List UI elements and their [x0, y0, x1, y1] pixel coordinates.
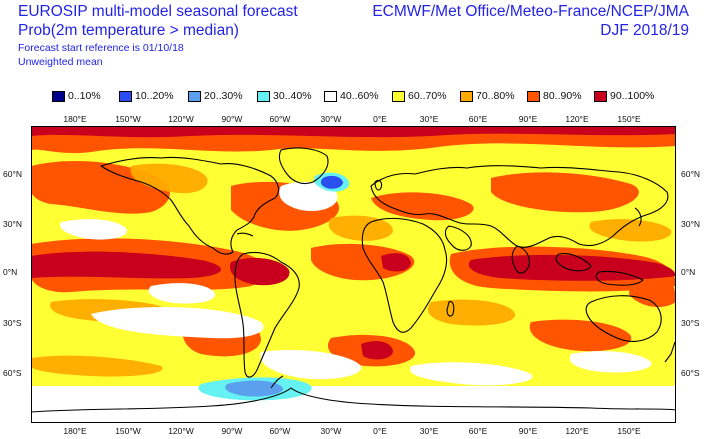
lon-tick-bottom: 60°E: [468, 426, 488, 436]
legend-label: 40..60%: [340, 90, 379, 102]
lon-tick-top: 0°E: [373, 114, 387, 124]
lat-tick-right: 60°S: [681, 368, 700, 378]
map-frame: [31, 126, 676, 423]
legend-swatch: [52, 90, 65, 102]
lon-tick-bottom: 120°E: [565, 426, 589, 436]
legend-swatch: [527, 90, 540, 102]
legend-label: 80..90%: [543, 90, 582, 102]
field-40-60: [31, 181, 676, 423]
probability-legend: 0..10% 10..20% 20..30% 30..40% 40..60% 60..70…: [52, 89, 662, 103]
lon-tick-bottom: 90°W: [221, 426, 243, 436]
lon-tick-bottom: 150°E: [617, 426, 641, 436]
field-20-30: [225, 175, 343, 397]
legend-swatch: [188, 90, 201, 102]
lon-tick-top: 30°E: [419, 114, 439, 124]
lon-tick-top: 120°W: [168, 114, 194, 124]
lon-tick-bottom: 0°E: [373, 426, 387, 436]
title-line-2: Prob(2m temperature > median): [18, 22, 239, 39]
lon-tick-top: 120°E: [565, 114, 589, 124]
source-centres: ECMWF/Met Office/Meteo-France/NCEP/JMA: [372, 3, 689, 20]
lat-tick-right: 30°S: [681, 318, 700, 328]
lon-tick-bottom: 120°W: [168, 426, 194, 436]
legend-label: 30..40%: [273, 90, 312, 102]
legend-label: 20..30%: [204, 90, 243, 102]
legend-label: 10..20%: [135, 90, 174, 102]
legend-swatch: [119, 90, 132, 102]
legend-label: 90..100%: [610, 90, 655, 102]
lon-tick-top: 150°E: [617, 114, 641, 124]
lat-tick-left: 0°N: [3, 267, 18, 277]
lat-tick-left: 60°N: [3, 169, 22, 179]
lon-tick-top: 30°W: [320, 114, 342, 124]
lon-tick-bottom: 30°E: [419, 426, 439, 436]
legend-label: 0..10%: [68, 90, 101, 102]
legend-label: 70..80%: [476, 90, 515, 102]
lat-tick-left: 30°N: [3, 219, 22, 229]
legend-label: 60..70%: [408, 90, 447, 102]
lat-tick-right: 30°N: [681, 219, 700, 229]
legend-item: 30..40%: [257, 89, 312, 103]
lat-tick-left: 30°S: [3, 318, 22, 328]
lon-tick-top: 150°W: [115, 114, 141, 124]
lon-tick-top: 180°E: [63, 114, 87, 124]
lon-tick-top: 60°W: [269, 114, 291, 124]
lon-tick-bottom: 180°E: [63, 426, 87, 436]
legend-item: 60..70%: [392, 89, 447, 103]
lon-tick-top: 90°E: [518, 114, 538, 124]
legend-item: 80..90%: [527, 89, 582, 103]
legend-item: 10..20%: [119, 89, 174, 103]
lon-tick-bottom: 30°W: [320, 426, 342, 436]
weighting-note: Unweighted mean: [18, 56, 103, 68]
legend-swatch: [324, 90, 337, 102]
lon-tick-top: 60°E: [468, 114, 488, 124]
lon-tick-bottom: 90°E: [518, 426, 538, 436]
legend-item: 40..60%: [324, 89, 379, 103]
legend-swatch: [594, 90, 607, 102]
lat-tick-right: 0°N: [681, 267, 696, 277]
lon-tick-bottom: 60°W: [269, 426, 291, 436]
forecast-start-reference: Forecast start reference is 01/10/18: [18, 42, 184, 54]
lon-tick-top: 90°W: [221, 114, 243, 124]
coastlines: [31, 147, 676, 413]
lat-tick-right: 60°N: [681, 169, 700, 179]
probability-map: [31, 126, 676, 423]
lon-tick-bottom: 150°W: [115, 426, 141, 436]
legend-item: 90..100%: [594, 89, 654, 103]
map-canvas: [31, 126, 676, 423]
season-label: DJF 2018/19: [600, 22, 689, 39]
title-line-1: EUROSIP multi-model seasonal forecast: [18, 3, 298, 20]
legend-swatch: [460, 90, 473, 102]
legend-item: 70..80%: [460, 89, 515, 103]
field-90-100: [31, 126, 676, 360]
legend-item: 20..30%: [188, 89, 243, 103]
legend-swatch: [392, 90, 405, 102]
legend-swatch: [257, 90, 270, 102]
legend-item: 0..10%: [52, 89, 101, 103]
lat-tick-left: 60°S: [3, 368, 22, 378]
